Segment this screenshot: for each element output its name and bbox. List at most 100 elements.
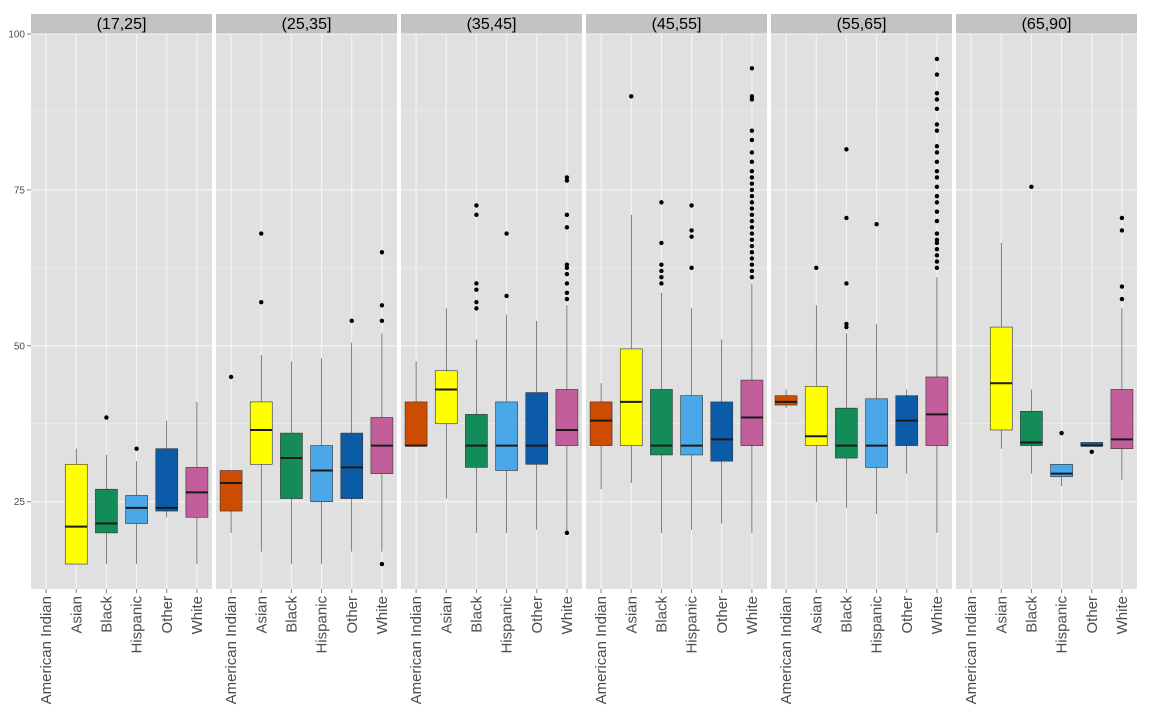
outlier-point xyxy=(749,231,755,236)
boxplot-white xyxy=(185,401,209,565)
box xyxy=(310,445,333,502)
box xyxy=(804,386,828,446)
outlier-point xyxy=(934,240,940,246)
outlier-point xyxy=(934,246,940,252)
outlier-point xyxy=(629,94,634,99)
panel-background xyxy=(216,34,397,589)
outlier-point xyxy=(934,56,940,62)
outlier-point xyxy=(844,215,849,221)
boxplot-american-indian xyxy=(774,389,798,409)
facet-panel: (45,55] American Indian Asian Black Hispanic… xyxy=(586,14,767,704)
outlier-point xyxy=(1059,430,1064,436)
facet-strip xyxy=(586,14,767,34)
outlier-point xyxy=(474,203,479,208)
outlier-point xyxy=(1089,449,1094,455)
facet-panel: (25,35] American Indian Asian Black Hispanic… xyxy=(216,14,397,704)
box xyxy=(865,398,888,468)
outlier-point xyxy=(934,265,940,271)
outlier-point xyxy=(474,287,479,292)
boxplot-asian xyxy=(434,308,458,499)
outlier-point xyxy=(874,221,879,227)
x-tick-label: Black xyxy=(653,596,670,633)
outlier-point xyxy=(934,72,940,77)
box xyxy=(340,432,364,499)
outlier-point xyxy=(1119,296,1125,302)
x-tick-label: American Indian xyxy=(408,596,425,704)
box xyxy=(465,414,488,468)
outlier-point xyxy=(749,150,755,155)
outlier-point xyxy=(659,275,664,280)
outlier-point xyxy=(689,265,694,271)
facet-panels: (17,25] American Indian Asian Black Hispanic… xyxy=(31,14,1137,704)
x-tick-label: Hispanic xyxy=(1054,596,1071,654)
outlier-point xyxy=(749,275,755,280)
box xyxy=(650,389,673,456)
x-tick-label: Asian xyxy=(993,596,1010,634)
boxplot-hispanic xyxy=(310,358,333,565)
outlier-point xyxy=(749,206,755,211)
x-tick-label: Black xyxy=(1023,596,1040,633)
x-tick-label: American Indian xyxy=(963,596,980,704)
boxplot-other xyxy=(895,389,919,474)
outlier-point xyxy=(749,225,755,230)
outlier-point xyxy=(934,184,940,189)
x-tick-label: Asian xyxy=(623,596,640,634)
outlier-point xyxy=(564,212,570,218)
outlier-point xyxy=(504,293,509,299)
x-tick-label: Hispanic xyxy=(499,596,516,654)
outlier-point xyxy=(749,243,755,249)
outlier-point xyxy=(379,318,385,324)
outlier-point xyxy=(934,159,940,165)
box xyxy=(125,495,148,524)
boxplot-white xyxy=(925,56,949,533)
boxplot-black xyxy=(280,361,303,565)
boxplot-other xyxy=(710,339,734,524)
boxplot-hispanic xyxy=(865,221,888,515)
outlier-point xyxy=(564,296,570,302)
panel-background xyxy=(401,34,582,589)
outlier-point xyxy=(564,175,570,180)
outlier-point xyxy=(844,281,849,286)
x-tick-label: Hispanic xyxy=(314,596,331,654)
outlier-point xyxy=(749,175,755,180)
outlier-point xyxy=(379,303,385,308)
box xyxy=(1020,410,1043,446)
outlier-point xyxy=(749,66,755,71)
x-tick-label: Hispanic xyxy=(129,596,146,654)
x-tick-label: American Indian xyxy=(38,596,55,704)
boxplot-american-indian xyxy=(404,361,428,447)
outlier-point xyxy=(934,209,940,214)
facet-strip-label: (55,65] xyxy=(837,16,887,33)
boxplot-other xyxy=(525,320,549,530)
x-tick-label: White xyxy=(744,596,761,634)
outlier-point xyxy=(564,265,570,271)
boxplot-asian xyxy=(64,448,88,565)
outlier-point xyxy=(749,218,755,224)
y-tick-label: 25 xyxy=(14,497,26,508)
box xyxy=(155,448,179,512)
x-tick-label: White xyxy=(929,596,946,634)
outlier-point xyxy=(474,306,479,311)
facet-strip-label: (45,55] xyxy=(652,16,702,33)
x-tick-label: Other xyxy=(1084,596,1101,634)
box xyxy=(925,376,949,446)
outlier-point xyxy=(749,200,755,205)
outlier-point xyxy=(749,256,755,261)
outlier-point xyxy=(564,271,570,277)
outlier-point xyxy=(104,415,109,420)
outlier-point xyxy=(749,181,755,186)
x-tick-label: White xyxy=(559,596,576,634)
outlier-point xyxy=(659,281,664,286)
x-tick-label: Hispanic xyxy=(684,596,701,654)
facet-strip xyxy=(31,14,212,34)
outlier-point xyxy=(749,187,755,193)
outlier-point xyxy=(379,250,385,255)
outlier-point xyxy=(1119,215,1125,221)
outlier-point xyxy=(564,290,570,295)
outlier-point xyxy=(749,159,755,165)
outlier-point xyxy=(934,106,940,112)
boxplot-white xyxy=(1110,215,1134,480)
box xyxy=(495,401,518,471)
box xyxy=(219,470,243,512)
